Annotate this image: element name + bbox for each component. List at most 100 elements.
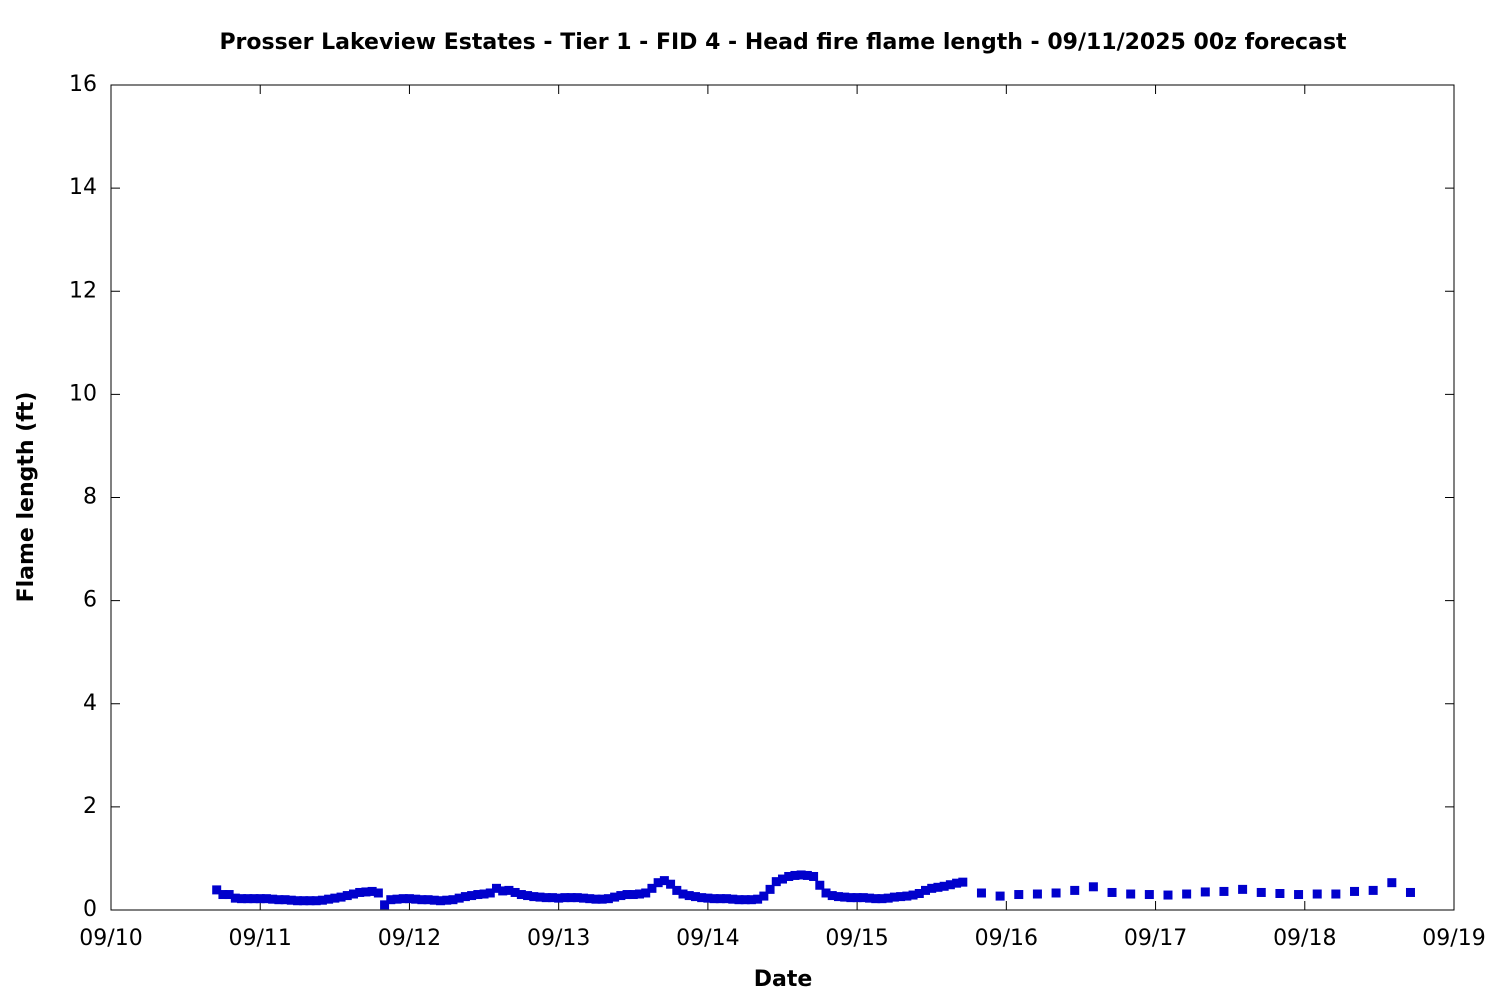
point: [249, 894, 259, 904]
point: [858, 893, 868, 903]
chart-title: Prosser Lakeview Estates - Tier 1 - FID …: [219, 30, 1347, 55]
point: [1107, 887, 1117, 897]
point: [833, 892, 843, 902]
point: [230, 893, 240, 903]
point: [243, 894, 253, 904]
point: [454, 893, 464, 903]
x-tick-label: 09/17: [1124, 926, 1187, 951]
point: [579, 893, 589, 903]
point: [547, 893, 557, 903]
point: [976, 888, 986, 898]
point: [510, 887, 520, 897]
point: [815, 880, 825, 890]
point: [796, 870, 806, 880]
point: [908, 890, 918, 900]
point: [771, 877, 781, 887]
point: [255, 894, 265, 904]
point: [411, 894, 421, 904]
point: [715, 894, 725, 904]
point: [877, 894, 887, 904]
point: [448, 895, 458, 905]
point: [554, 893, 564, 903]
y-tick-label: 8: [83, 485, 97, 510]
x-tick-label: 09/19: [1422, 926, 1485, 951]
point: [491, 883, 501, 893]
point: [709, 894, 719, 904]
point: [516, 890, 526, 900]
point: [927, 883, 937, 893]
point: [355, 887, 365, 897]
point: [504, 885, 514, 895]
y-tick-label: 0: [83, 897, 97, 922]
point: [603, 894, 613, 904]
point: [871, 894, 881, 904]
point: [1387, 878, 1397, 888]
point: [765, 884, 775, 894]
plot-frame: [110, 84, 1455, 911]
point: [1331, 889, 1341, 899]
point: [479, 889, 489, 899]
y-tick-label: 4: [83, 691, 97, 716]
point: [821, 888, 831, 898]
point: [1238, 884, 1248, 894]
x-tick-label: 09/10: [79, 926, 142, 951]
point: [373, 888, 383, 898]
point: [1126, 889, 1136, 899]
point: [921, 885, 931, 895]
point: [261, 894, 271, 904]
point: [778, 874, 787, 884]
point: [802, 870, 812, 880]
point: [865, 893, 875, 903]
point: [572, 893, 582, 903]
point: [348, 889, 358, 899]
point: [286, 895, 296, 905]
point: [933, 882, 943, 892]
point: [597, 894, 607, 904]
point: [1163, 890, 1173, 900]
point: [380, 900, 390, 910]
point: [417, 895, 427, 905]
x-tick-label: 09/15: [825, 926, 888, 951]
point: [852, 893, 862, 903]
x-tick-label: 09/11: [229, 926, 292, 951]
point: [398, 894, 408, 904]
point: [237, 894, 247, 904]
point: [734, 895, 744, 905]
point: [746, 895, 756, 905]
x-axis-label: Date: [754, 967, 813, 992]
point: [1014, 890, 1024, 900]
x-tick-label: 09/12: [378, 926, 441, 951]
point: [423, 895, 433, 905]
point: [945, 880, 955, 890]
point: [460, 892, 470, 902]
point: [759, 891, 769, 901]
point: [889, 892, 899, 902]
point: [672, 885, 682, 895]
point: [386, 895, 396, 905]
point: [442, 895, 452, 905]
point: [268, 894, 278, 904]
point: [566, 893, 576, 903]
point: [653, 878, 663, 888]
point: [684, 891, 694, 901]
point: [591, 894, 601, 904]
point: [342, 891, 352, 901]
point: [1182, 889, 1192, 899]
point: [541, 893, 551, 903]
x-tick-label: 09/13: [527, 926, 590, 951]
point: [753, 894, 763, 904]
point: [1144, 890, 1154, 900]
x-tick-label: 09/18: [1273, 926, 1336, 951]
point: [361, 887, 371, 897]
point: [1032, 889, 1042, 899]
y-tick-label: 16: [69, 72, 97, 97]
y-tick-label: 14: [69, 175, 97, 200]
point: [647, 883, 657, 893]
point: [1256, 887, 1266, 897]
point: [535, 892, 545, 902]
point: [1294, 890, 1304, 900]
point: [1312, 889, 1322, 899]
point: [939, 881, 949, 891]
point: [809, 871, 819, 881]
